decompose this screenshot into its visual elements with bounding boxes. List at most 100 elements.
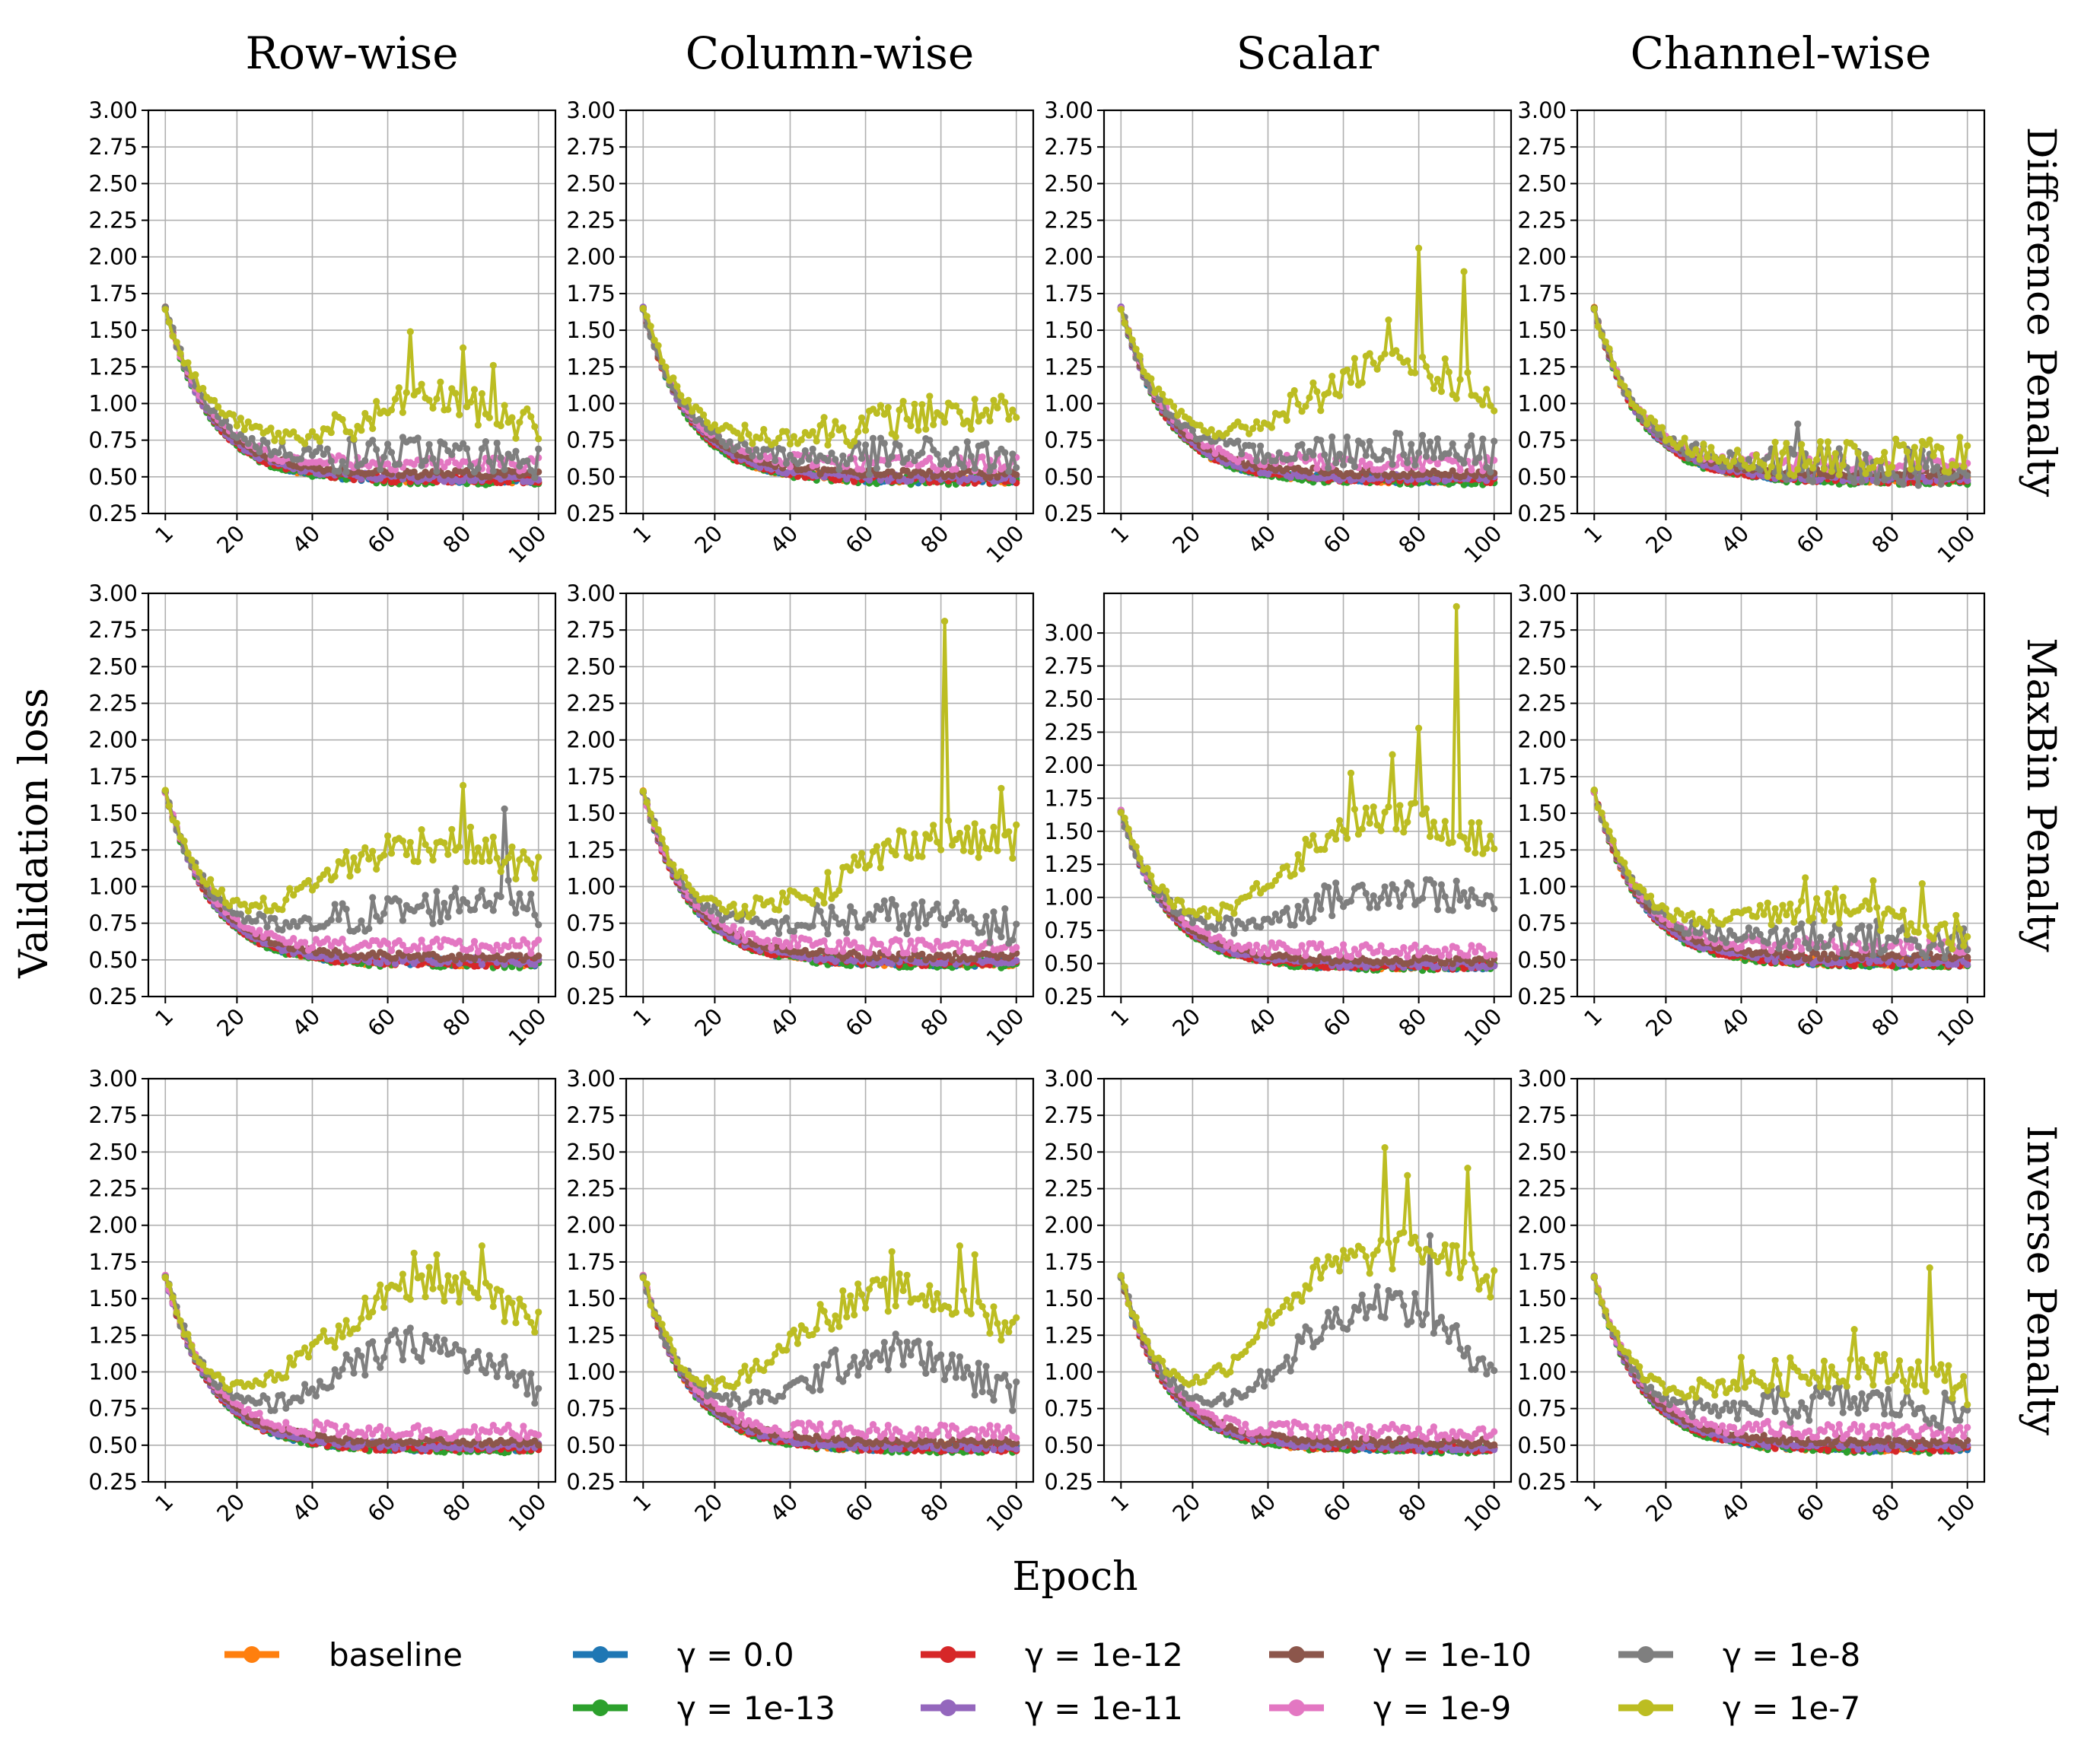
data-point — [896, 406, 903, 414]
data-point — [523, 457, 531, 465]
data-point — [1692, 440, 1700, 448]
data-point — [456, 411, 463, 418]
data-point — [312, 882, 320, 889]
data-point — [380, 851, 388, 859]
data-point — [1945, 469, 1952, 476]
data-point — [478, 857, 486, 865]
data-point — [1242, 424, 1249, 431]
data-point — [1178, 408, 1185, 415]
data-point — [1396, 430, 1404, 437]
y-tick-label: 2.75 — [1517, 134, 1567, 160]
data-point — [497, 422, 504, 430]
data-point — [222, 417, 230, 424]
data-point — [429, 920, 437, 927]
data-point — [1362, 452, 1370, 459]
data-point — [1001, 399, 1009, 406]
data-point — [369, 847, 377, 855]
data-point — [865, 476, 873, 484]
data-point — [377, 466, 384, 473]
data-point — [1404, 459, 1411, 466]
y-tick-label: 2.25 — [566, 208, 616, 234]
data-point — [907, 422, 915, 430]
data-point — [173, 339, 180, 346]
data-point — [323, 445, 331, 453]
data-point — [320, 450, 327, 459]
data-point — [880, 440, 888, 447]
data-point — [1723, 457, 1730, 466]
series-8 — [1117, 244, 1498, 440]
data-point — [441, 839, 448, 847]
data-point — [1128, 336, 1136, 344]
data-point — [504, 418, 512, 426]
data-point — [1419, 353, 1427, 361]
y-tick-label: 2.50 — [566, 170, 616, 196]
x-tick-label: 20 — [1167, 520, 1205, 558]
axes-frame — [625, 109, 1035, 515]
data-point — [786, 440, 794, 448]
data-point — [832, 456, 839, 463]
data-point — [1400, 450, 1408, 459]
data-point — [399, 409, 407, 416]
data-point — [1598, 332, 1605, 339]
data-point — [399, 917, 407, 924]
data-point — [520, 848, 527, 856]
data-point — [1257, 424, 1265, 433]
data-point — [1651, 418, 1659, 425]
data-point — [1809, 464, 1817, 472]
data-point — [1869, 463, 1877, 471]
data-point — [278, 926, 286, 934]
y-tick-label: 1.25 — [1044, 354, 1093, 380]
data-point — [1271, 457, 1279, 465]
data-point — [1922, 463, 1930, 471]
data-point — [986, 417, 994, 425]
data-point — [489, 467, 497, 475]
data-point — [1381, 350, 1389, 358]
data-point — [884, 404, 892, 412]
data-point — [354, 925, 361, 933]
data-point — [775, 434, 783, 442]
data-point — [1325, 464, 1332, 472]
data-point — [851, 437, 858, 445]
data-point — [1328, 373, 1336, 380]
data-point — [497, 946, 504, 954]
data-point — [365, 415, 373, 423]
data-point — [1862, 469, 1869, 478]
data-point — [369, 894, 377, 901]
data-point — [639, 304, 647, 313]
data-point — [1426, 373, 1434, 380]
data-point — [290, 935, 298, 943]
data-point — [1707, 443, 1715, 451]
y-tick-label: 0.25 — [88, 984, 138, 1009]
data-point — [373, 446, 380, 453]
data-point — [752, 446, 760, 453]
data-point — [1926, 436, 1933, 444]
data-point — [1783, 475, 1790, 484]
x-tick-label: 80 — [915, 1003, 953, 1041]
data-point — [429, 404, 437, 412]
data-point — [331, 901, 339, 908]
data-point — [1013, 414, 1020, 421]
data-point — [677, 392, 685, 399]
data-point — [990, 463, 998, 470]
data-point — [907, 449, 915, 456]
data-point — [1396, 354, 1404, 361]
axes-frame — [1576, 109, 1986, 515]
data-point — [733, 429, 741, 437]
data-point — [1704, 453, 1711, 461]
data-point — [1590, 305, 1598, 313]
data-point — [516, 856, 523, 863]
data-point — [1001, 449, 1009, 456]
data-point — [1343, 366, 1351, 374]
y-tick-label: 1.00 — [1044, 390, 1093, 416]
data-point — [1885, 469, 1892, 478]
data-point — [387, 947, 396, 955]
data-point — [1809, 478, 1817, 485]
data-point — [1952, 462, 1960, 469]
data-point — [1268, 424, 1275, 431]
data-point — [971, 396, 978, 403]
data-point — [892, 433, 899, 440]
axes-frame — [147, 592, 557, 998]
x-tick-label: 60 — [840, 520, 878, 558]
data-point — [523, 405, 531, 413]
data-point — [1373, 365, 1381, 373]
